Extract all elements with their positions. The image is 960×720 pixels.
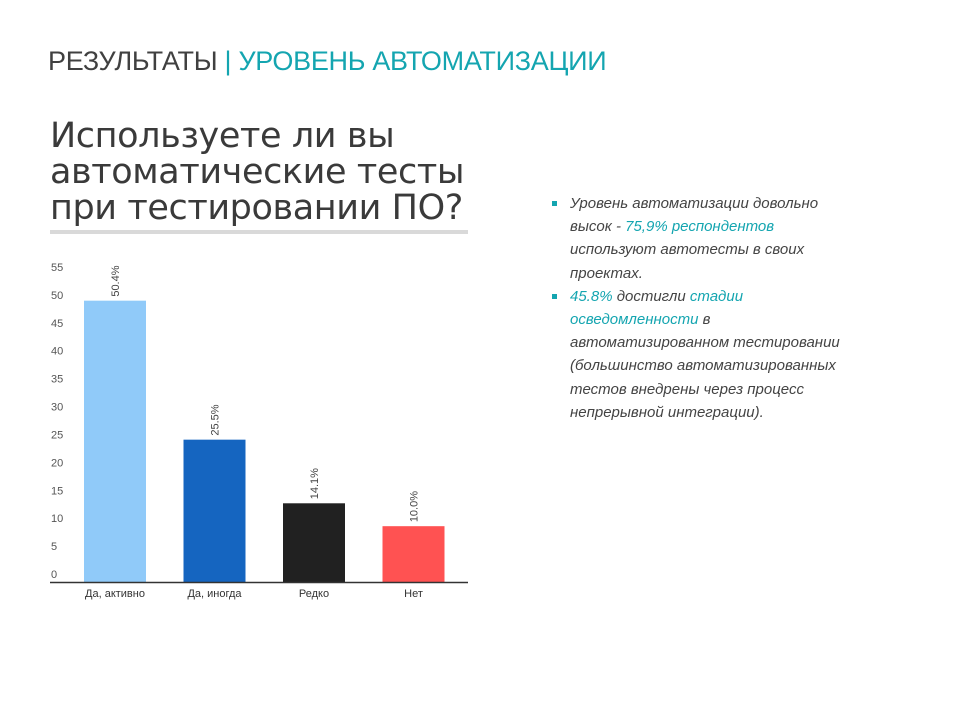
y-tick-label: 25 <box>51 429 63 441</box>
bullet-highlight: 45.8% <box>570 287 613 305</box>
bullet-text: Уровень автоматизации довольно высок - <box>570 195 819 236</box>
x-tick-label: Да, активно <box>85 588 145 600</box>
y-tick-label: 50 <box>51 290 63 302</box>
bullet-highlight: 75,9% респондентов <box>625 218 775 236</box>
slide-title-accent: УРОВЕНЬ АВТОМАТИЗАЦИИ <box>238 46 607 76</box>
x-tick-label: Нет <box>404 588 423 600</box>
y-tick-label: 40 <box>51 346 63 358</box>
bullet-text: достигли <box>612 287 690 305</box>
bullet-item-automation-level: Уровень автоматизации довольно высок - 7… <box>552 192 852 285</box>
bar <box>183 439 246 582</box>
y-tick-label: 0 <box>51 569 57 581</box>
slide-title: РЕЗУЛЬТАТЫ | УРОВЕНЬ АВТОМАТИЗАЦИИ <box>48 46 607 77</box>
data-label: 10.0% <box>409 491 421 522</box>
summary-bullets: Уровень автоматизации довольно высок - 7… <box>552 192 852 424</box>
bullet-text: в автоматизированном тестировании (больш… <box>570 311 840 421</box>
y-tick-label: 35 <box>51 374 63 386</box>
data-label: 50.4% <box>110 265 122 296</box>
bar <box>84 300 146 582</box>
chart-heading-line: Используете ли вы <box>50 116 395 156</box>
y-tick-label: 30 <box>51 402 63 414</box>
y-tick-label: 45 <box>51 318 63 330</box>
y-tick-label: 15 <box>51 485 63 497</box>
y-tick-label: 20 <box>51 457 63 469</box>
x-tick-label: Да, иногда <box>187 588 242 600</box>
bullet-item-awareness-stage: 45.8% достигли стадии осведомленности в … <box>552 285 852 424</box>
y-tick-label: 5 <box>51 541 57 553</box>
bullet-highlight: стадии осведомленности <box>570 287 744 329</box>
bullet-text: используют автотесты в своих проектах. <box>570 241 805 282</box>
bar <box>283 503 345 582</box>
data-label: 25.5% <box>210 404 222 435</box>
y-tick-label: 10 <box>51 513 63 525</box>
chart-heading-line: при тестировании ПО? <box>50 188 463 228</box>
chart-heading: Используете ли вы автоматические тесты п… <box>50 118 464 226</box>
data-label: 14.1% <box>309 468 321 499</box>
bar <box>382 526 445 582</box>
slide-title-separator: | <box>224 46 232 76</box>
chart-heading-line: автоматические тесты <box>50 152 465 192</box>
y-tick-label: 55 <box>51 262 63 274</box>
slide-title-main: РЕЗУЛЬТАТЫ <box>48 46 218 76</box>
heading-divider <box>50 230 468 234</box>
x-tick-label: Редко <box>299 588 329 600</box>
